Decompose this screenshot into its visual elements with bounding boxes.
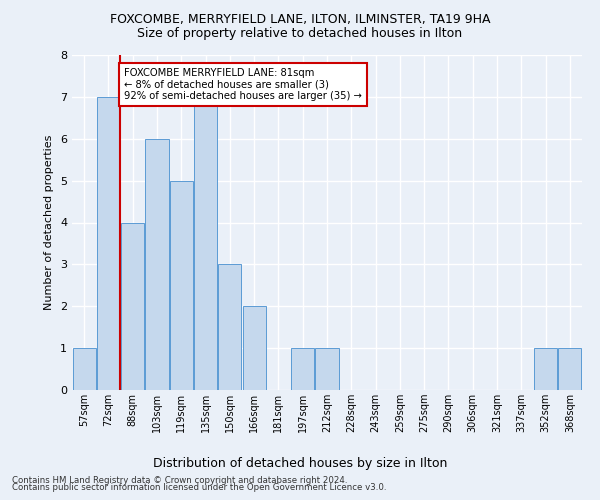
Bar xyxy=(73,348,95,390)
Text: Distribution of detached houses by size in Ilton: Distribution of detached houses by size … xyxy=(153,458,447,470)
Bar xyxy=(194,97,217,390)
Bar xyxy=(97,97,120,390)
Y-axis label: Number of detached properties: Number of detached properties xyxy=(44,135,55,310)
Bar xyxy=(291,348,314,390)
Bar xyxy=(145,138,169,390)
Bar xyxy=(316,348,338,390)
Bar xyxy=(242,306,266,390)
Text: Contains HM Land Registry data © Crown copyright and database right 2024.: Contains HM Land Registry data © Crown c… xyxy=(12,476,347,485)
Bar xyxy=(218,264,241,390)
Text: FOXCOMBE, MERRYFIELD LANE, ILTON, ILMINSTER, TA19 9HA: FOXCOMBE, MERRYFIELD LANE, ILTON, ILMINS… xyxy=(110,12,490,26)
Bar xyxy=(121,222,144,390)
Bar xyxy=(170,180,193,390)
Bar xyxy=(534,348,557,390)
Bar xyxy=(559,348,581,390)
Text: Size of property relative to detached houses in Ilton: Size of property relative to detached ho… xyxy=(137,28,463,40)
Text: Contains public sector information licensed under the Open Government Licence v3: Contains public sector information licen… xyxy=(12,484,386,492)
Text: FOXCOMBE MERRYFIELD LANE: 81sqm
← 8% of detached houses are smaller (3)
92% of s: FOXCOMBE MERRYFIELD LANE: 81sqm ← 8% of … xyxy=(124,68,362,101)
